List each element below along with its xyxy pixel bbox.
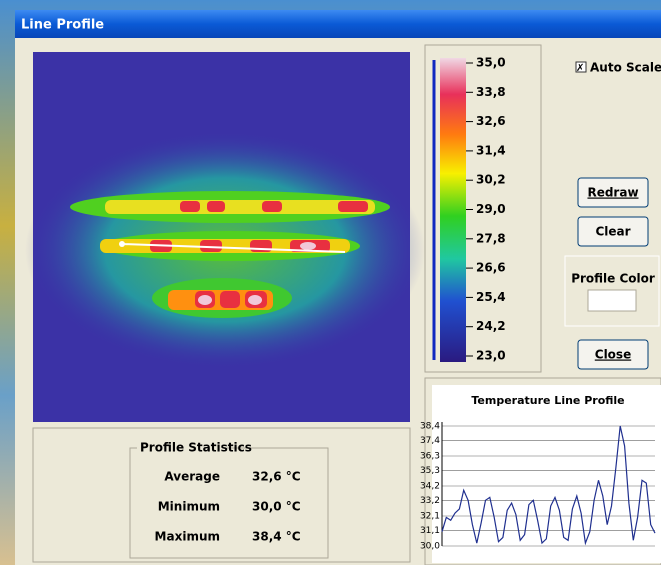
stat-value: 38,4 °C [252, 530, 301, 544]
scale-tick-label: 31,4 [476, 143, 506, 157]
check-mark: ✗ [576, 63, 584, 74]
scale-tick-label: 24,2 [476, 319, 506, 333]
y-tick-label: 31,1 [420, 526, 440, 536]
stat-value: 32,6 °C [252, 470, 301, 484]
stat-label: Average [164, 470, 220, 484]
scale-tick-label: 25,4 [476, 290, 506, 304]
stat-label: Minimum [158, 500, 220, 514]
screen: Line Profile 35,0 33,8 32,6 31,4 30,2 29,0 27,… [0, 0, 661, 565]
y-tick-label: 34,2 [420, 482, 440, 492]
scale-tick-label: 23,0 [476, 349, 506, 363]
color-bar [440, 58, 466, 362]
scale-tick-label: 27,8 [476, 231, 506, 245]
clear-button[interactable]: Clear [578, 217, 648, 246]
profile-color-swatch[interactable] [588, 290, 636, 311]
scale-tick-label: 30,2 [476, 173, 506, 187]
y-tick-label: 30,0 [420, 542, 440, 552]
y-tick-label: 35,3 [420, 466, 440, 476]
button-label: Clear [595, 225, 630, 239]
y-tick-label: 33,2 [420, 496, 440, 506]
scale-tick-label: 26,6 [476, 261, 506, 275]
stat-value: 30,0 °C [252, 500, 301, 514]
redraw-button[interactable]: Redraw [578, 178, 648, 207]
button-label: Close [595, 348, 631, 362]
y-tick-label: 37,4 [420, 436, 440, 446]
scale-tick-label: 29,0 [476, 202, 506, 216]
scale-tick-label: 32,6 [476, 114, 506, 128]
scale-tick-label: 35,0 [476, 56, 506, 70]
thermal-image [25, 52, 425, 422]
close-button[interactable]: Close [578, 340, 648, 369]
window-title: Line Profile [21, 18, 104, 33]
profile-color-label: Profile Color [571, 272, 655, 286]
button-label: Redraw [587, 186, 638, 200]
y-tick-label: 32,1 [420, 512, 440, 522]
stats-title: Profile Statistics [140, 441, 252, 455]
y-tick-label: 36,3 [420, 452, 440, 462]
chart-title: Temperature Line Profile [471, 394, 624, 407]
auto-scale-label: Auto Scale [590, 61, 661, 75]
y-tick-label: 38,4 [420, 422, 440, 432]
stat-label: Maximum [155, 530, 220, 544]
scale-tick-label: 33,8 [476, 85, 506, 99]
title-bar [15, 10, 661, 38]
